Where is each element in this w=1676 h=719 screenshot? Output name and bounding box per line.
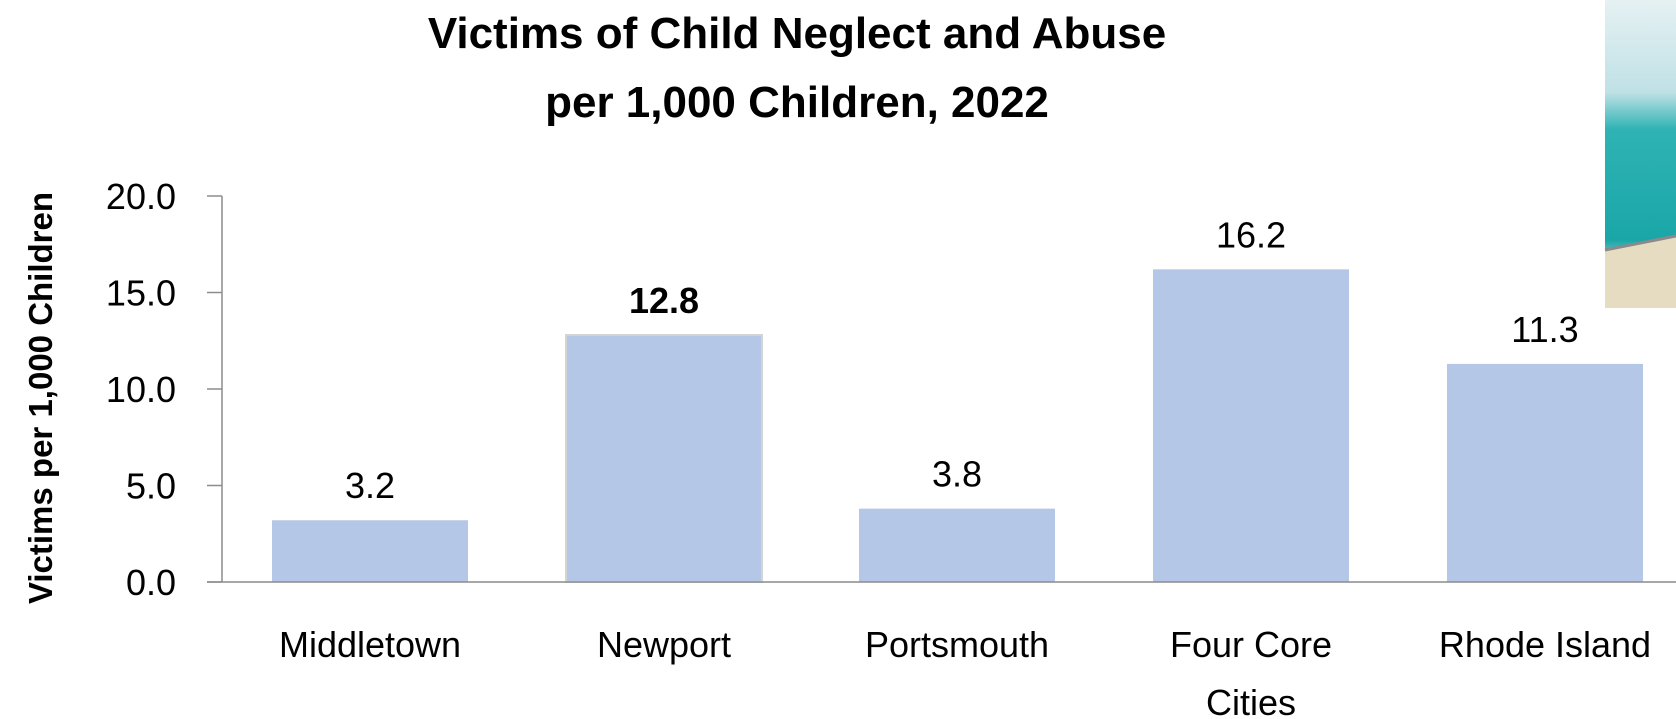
x-tick-label: Newport [597, 624, 731, 665]
data-label: 3.8 [932, 454, 982, 495]
data-label: 3.2 [345, 465, 395, 506]
y-axis-label: Victims per 1,000 Children [22, 192, 59, 604]
chart-title-line-2: per 1,000 Children, 2022 [545, 78, 1049, 127]
beach-photo-image [1604, 0, 1676, 308]
x-tick-label: Four Core [1170, 624, 1332, 665]
y-axis-ticks: 0.0 5.0 10.0 15.0 20.0 [106, 176, 222, 603]
x-axis-labels: Middletown Newport Portsmouth Four Core Citi… [279, 624, 1651, 719]
x-tick-label: Middletown [279, 624, 461, 665]
y-tick-label: 10.0 [106, 369, 176, 410]
data-label: 12.8 [629, 280, 699, 321]
x-tick-label: Rhode Island [1439, 624, 1651, 665]
bar [272, 520, 468, 582]
y-tick-label: 5.0 [126, 466, 176, 507]
data-label: 11.3 [1511, 309, 1578, 350]
y-tick-label: 15.0 [106, 273, 176, 314]
x-tick-label: Portsmouth [865, 624, 1049, 665]
bar [1153, 269, 1349, 582]
chart-title-line-1: Victims of Child Neglect and Abuse [428, 9, 1166, 58]
bars [272, 269, 1643, 583]
y-tick-label: 0.0 [126, 562, 176, 603]
bar [565, 333, 763, 583]
x-tick-label: Cities [1206, 682, 1296, 719]
data-labels: 3.2 12.8 3.8 16.2 11.3 [345, 214, 1579, 506]
y-tick-label: 20.0 [106, 176, 176, 217]
bar [859, 508, 1055, 582]
data-label: 16.2 [1216, 214, 1286, 255]
bar [1447, 363, 1643, 582]
